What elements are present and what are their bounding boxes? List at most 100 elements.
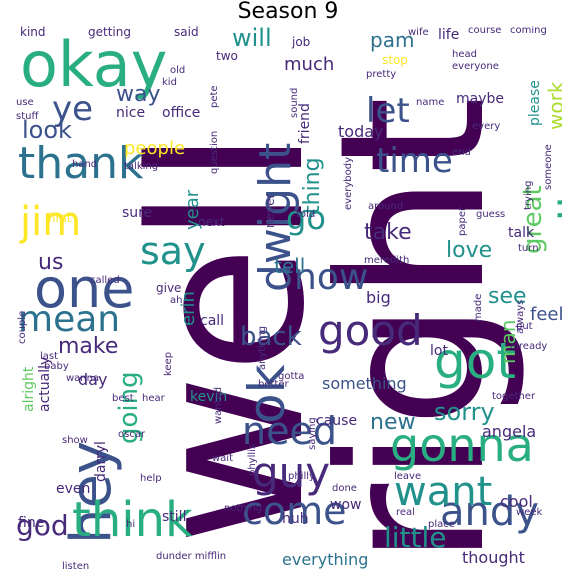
cloud-word-everyone: everyone xyxy=(452,61,499,72)
cloud-word-pretty: pretty xyxy=(366,69,397,80)
cloud-word-saying: saying xyxy=(307,417,318,450)
cloud-word-stop: stop xyxy=(382,53,408,67)
cloud-word-wanted: wanted xyxy=(213,386,224,424)
cloud-word-everything: everything xyxy=(282,550,369,569)
cloud-word-cool: cool xyxy=(500,492,533,511)
cloud-word-place: place xyxy=(428,519,455,530)
cloud-word-ye: ye xyxy=(52,89,94,129)
cloud-word-work: work xyxy=(544,81,562,130)
cloud-word-jim: jim xyxy=(20,199,82,245)
cloud-word-stuff: stuff xyxy=(16,111,39,122)
cloud-word-now: now xyxy=(294,257,369,298)
cloud-word-see: see xyxy=(488,284,527,309)
cloud-word-maybe: maybe xyxy=(456,91,505,107)
cloud-word-lot: lot xyxy=(430,343,448,359)
cloud-word-really: really xyxy=(550,168,562,296)
cloud-word-every: every xyxy=(472,121,501,132)
cloud-word-darryl: darryl xyxy=(93,441,109,482)
cloud-word-sound: sound xyxy=(289,87,300,118)
cloud-word-said: said xyxy=(174,26,199,39)
cloud-word-first: first xyxy=(48,211,72,225)
cloud-word-much: much xyxy=(284,54,335,75)
cloud-word-never: never xyxy=(263,193,277,228)
cloud-word-talk: talk xyxy=(508,225,535,241)
cloud-word-kevin: kevin xyxy=(190,389,228,405)
cloud-word-please: please xyxy=(527,80,543,126)
cloud-word-will: will xyxy=(232,26,272,52)
cloud-word-guy: guy xyxy=(252,448,331,497)
cloud-word-go: go xyxy=(286,199,326,237)
cloud-word-around: around xyxy=(368,201,404,212)
cloud-word-help: help xyxy=(140,473,162,484)
cloud-word-keep: keep xyxy=(163,351,174,376)
cloud-word-thank: thank xyxy=(18,138,144,189)
cloud-word-philly: philly xyxy=(288,471,315,482)
cloud-word-talking: talking xyxy=(124,161,159,172)
cloud-word-us: us xyxy=(38,250,64,275)
cloud-word-got: got xyxy=(434,332,516,390)
cloud-word-next: next xyxy=(198,215,225,229)
cloud-word-week: week xyxy=(516,507,543,518)
cloud-word-real: real xyxy=(396,507,415,518)
cloud-word-show: show xyxy=(62,435,88,446)
cloud-word-okay: okay xyxy=(20,28,168,101)
cloud-word-tell: tell xyxy=(274,254,306,278)
cloud-word-feel: feel xyxy=(530,304,562,325)
cloud-word-coming: coming xyxy=(510,26,547,36)
cloud-word-life: life xyxy=(438,27,460,43)
cloud-word-baby: baby xyxy=(44,361,69,372)
cloud-word-end: end xyxy=(452,147,471,158)
cloud-word-huh: huh xyxy=(282,511,309,527)
cloud-word-come: come xyxy=(242,489,347,533)
cloud-word-need: need xyxy=(242,409,337,453)
cloud-word-two: two xyxy=(216,49,238,63)
cloud-word-look: look xyxy=(22,116,72,144)
cloud-word-angela: angela xyxy=(482,422,537,441)
cloud-word-hi: hi xyxy=(126,519,136,530)
cloud-word-sorry: sorry xyxy=(434,398,495,426)
cloud-word-hear: hear xyxy=(142,393,165,404)
cloud-word-wow: wow xyxy=(330,497,362,513)
cloud-word-little: little xyxy=(384,521,447,554)
cloud-word-people: people xyxy=(124,138,186,159)
cloud-word-head: head xyxy=(452,49,477,60)
cloud-word-want: want xyxy=(394,469,493,515)
cloud-word-already: already xyxy=(510,341,548,352)
cloud-word-erin: erin xyxy=(178,291,199,326)
cloud-word-back: back xyxy=(240,322,302,352)
cloud-word-fine: fine xyxy=(18,515,45,531)
cloud-word-day: day xyxy=(78,370,108,389)
cloud-word-think: think xyxy=(72,492,193,548)
cloud-word-wanna: wanna xyxy=(66,373,100,384)
cloud-word-name: name xyxy=(416,97,445,108)
cloud-word-thing: thing xyxy=(300,157,325,214)
cloud-word-andy: andy xyxy=(440,489,539,535)
cloud-word-mean: mean xyxy=(18,299,121,340)
cloud-word-hand: hand xyxy=(72,159,98,170)
cloud-word-love: love xyxy=(446,238,493,263)
cloud-word-wait: wait xyxy=(212,453,234,464)
word-cloud: well right okay thank really hey think gonna dwi… xyxy=(14,26,562,574)
cloud-word-new: new xyxy=(370,410,416,435)
cloud-word-couple: couple xyxy=(17,310,28,344)
cloud-word-good: good xyxy=(318,306,423,355)
figure-title: Season 9 xyxy=(237,0,339,24)
cloud-word-anything: anything xyxy=(257,325,268,370)
cloud-word-use: use xyxy=(16,97,34,108)
cloud-word-course: course xyxy=(468,26,502,36)
cloud-word-call: call xyxy=(200,313,225,329)
cloud-word-done: done xyxy=(332,483,357,494)
cloud-word-even: even xyxy=(56,481,91,497)
cloud-word-someone: someone xyxy=(543,144,554,190)
cloud-word-leave: leave xyxy=(394,471,422,482)
cloud-word-phyllis: phyllis xyxy=(247,443,258,476)
cloud-word-thought: thought xyxy=(462,548,525,567)
cloud-word-still: still xyxy=(162,509,187,525)
cloud-word-pete: pete xyxy=(209,85,220,108)
cloud-word-time: time xyxy=(376,141,453,181)
cloud-word-let: let xyxy=(366,91,410,131)
cloud-word-sure: sure xyxy=(122,205,153,221)
cloud-word-oscar: oscar xyxy=(118,429,146,440)
cloud-word-best: best xyxy=(112,393,134,404)
